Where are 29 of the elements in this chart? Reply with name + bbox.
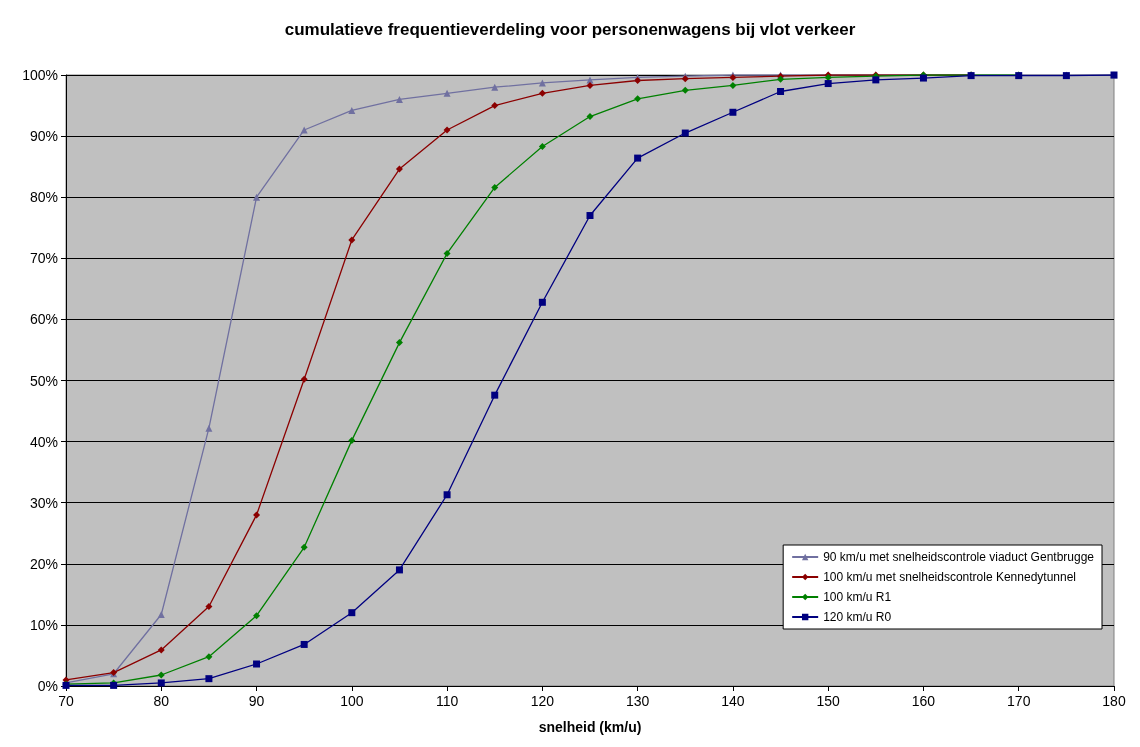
legend-label: 120 km/u R0	[823, 610, 892, 624]
x-tick-label: 180	[1102, 693, 1126, 709]
x-tick-label: 140	[721, 693, 745, 709]
x-tick-label: 80	[153, 693, 170, 709]
x-tick-label: 90	[248, 693, 265, 709]
y-tick-label: 100%	[22, 67, 58, 83]
x-tick-label: 160	[911, 693, 936, 709]
x-tick-label: 70	[58, 693, 74, 709]
y-tick-label: 90%	[29, 128, 58, 145]
x-axis-title: snelheid (km/u)	[538, 719, 642, 735]
y-tick-label: 10%	[29, 616, 58, 633]
y-tick-label: 30%	[29, 494, 58, 511]
legend-label: 100 km/u R1	[823, 590, 892, 604]
y-tick-label: 40%	[29, 433, 58, 450]
legend-label: 90 km/u met snelheidscontrole viaduct Gentbrugge	[823, 550, 1095, 564]
x-tick-label: 120	[530, 693, 555, 709]
y-tick-label: 80%	[29, 189, 58, 206]
chart-title: cumulatieve frequentieverdeling voor personenwagens bij vlot verkeer	[284, 20, 856, 39]
x-tick-label: 100	[340, 693, 364, 709]
x-tick-label: 130	[625, 693, 650, 709]
y-tick-label: 60%	[29, 311, 58, 328]
y-tick-label: 70%	[29, 250, 58, 267]
y-tick-label: 0%	[37, 678, 58, 694]
x-tick-label: 170	[1007, 693, 1031, 709]
y-tick-label: 20%	[29, 555, 58, 572]
x-tick-label: 150	[816, 693, 841, 709]
x-tick-label: 110	[435, 693, 459, 709]
y-tick-label: 50%	[29, 372, 58, 389]
legend-label: 100 km/u met snelheidscontrole Kennedytunnel	[823, 570, 1077, 584]
